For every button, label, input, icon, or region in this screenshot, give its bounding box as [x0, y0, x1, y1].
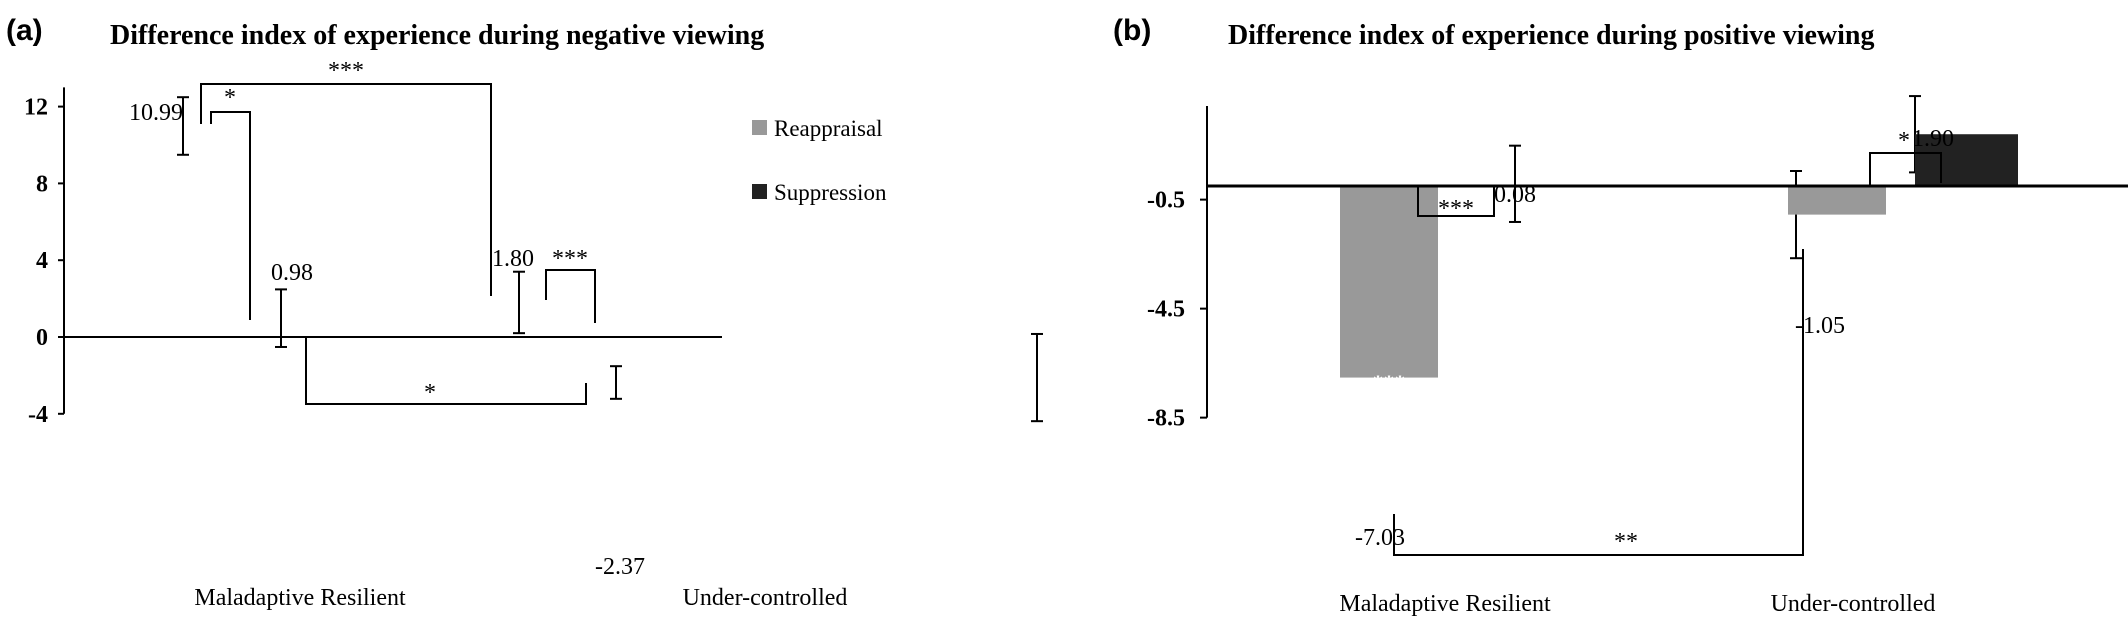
significance-label: *: [224, 85, 236, 111]
panel-a-category-label: Under-controlled: [683, 585, 848, 611]
data-label: 0.98: [271, 260, 313, 286]
data-label: -2.37: [595, 554, 645, 580]
panel-a-label: (a): [6, 14, 43, 47]
legend-label-suppression: Suppression: [774, 180, 887, 205]
significance-bracket: [1417, 186, 1495, 217]
bar-suppression: [1915, 134, 2018, 186]
significance-bracket: [545, 269, 596, 323]
y-tick-label: 12: [24, 95, 48, 121]
significance-bracket: [210, 111, 251, 320]
panel-b-label: (b): [1113, 14, 1151, 47]
data-label: -7.03: [1355, 525, 1405, 551]
legend-swatch-suppression: [752, 184, 767, 199]
legend-label-reappraisal: Reappraisal: [774, 116, 883, 141]
panel-a-category-label: Maladaptive Resilient: [194, 585, 406, 611]
significance-label: *: [1898, 128, 1910, 154]
data-label: 1.80: [492, 246, 534, 272]
y-tick-label: 0: [36, 325, 48, 351]
y-tick-label: 4: [36, 248, 48, 274]
bar-reappraisal: [1788, 186, 1886, 215]
y-tick-label: 8: [36, 171, 48, 197]
legend-swatch-reappraisal: [752, 120, 767, 135]
significance-label: **: [1614, 529, 1638, 555]
bar-significance: ***: [1373, 370, 1406, 395]
data-label: 10.99: [129, 100, 183, 126]
significance-bracket: [1869, 152, 1942, 186]
panel-b-category-label: Under-controlled: [1771, 591, 1936, 617]
significance-bracket: [200, 83, 492, 296]
panel-b-category-label: Maladaptive Resilient: [1339, 591, 1551, 617]
panel-a-title: Difference index of experience during ne…: [110, 20, 764, 51]
y-tick-label: -4: [28, 402, 48, 428]
significance-bracket: [1393, 249, 1804, 556]
data-label: 0.08: [1494, 182, 1536, 208]
significance-label: *: [424, 380, 436, 406]
bar-reappraisal: [1340, 186, 1438, 378]
y-tick-label: -8.5: [1147, 406, 1185, 432]
significance-bracket: [305, 337, 587, 405]
panel-b-title: Difference index of experience during po…: [1228, 20, 1875, 51]
y-tick-label: -0.5: [1147, 188, 1185, 214]
data-label: 1.90: [1912, 126, 1954, 152]
significance-label: ***: [328, 58, 364, 84]
significance-label: ***: [1438, 196, 1474, 222]
significance-label: ***: [552, 246, 588, 272]
y-tick-label: -4.5: [1147, 297, 1185, 323]
